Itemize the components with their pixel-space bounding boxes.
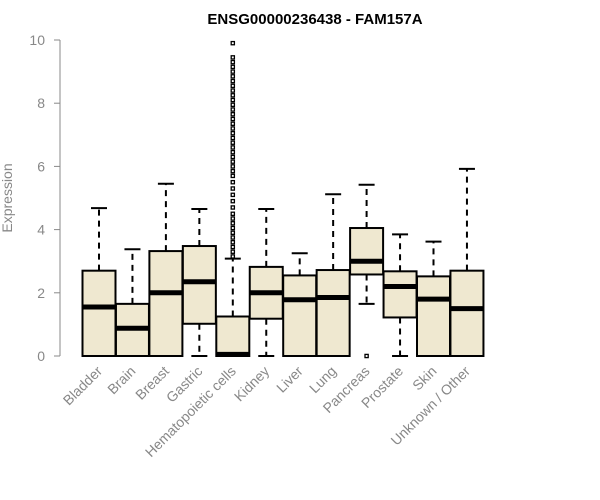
x-category-label: Bladder [60,363,106,409]
y-tick-label: 6 [37,158,45,174]
outlier-point [230,64,236,70]
outlier-point [230,254,236,259]
outlier-point [230,249,236,254]
outlier-point [230,221,236,226]
outlier-point [230,192,236,198]
outlier-point [230,74,236,79]
outlier-point [230,164,236,169]
outlier-point [230,239,236,245]
y-tick-label: 4 [37,222,45,238]
outlier-point [230,130,236,136]
box [148,250,184,357]
outlier-point [230,168,236,174]
box-group [349,183,385,359]
outlier-point [230,179,236,185]
outlier-point [230,112,236,117]
box [215,315,251,357]
x-category-label: Kidney [231,363,273,405]
box [416,275,451,358]
outlier-point [230,93,236,98]
box-group [181,208,217,357]
outlier-point [230,205,236,210]
y-axis-label: Expression [0,163,15,232]
outlier-point [230,186,236,191]
outlier-point [230,216,236,221]
y-tick-label: 0 [37,348,45,364]
outlier-point [230,159,236,164]
outlier-point [230,107,236,112]
outlier-point [230,40,236,46]
outlier-point [230,59,236,65]
outlier-point [230,154,236,160]
outlier-point [230,83,236,89]
outlier-point [230,126,236,131]
outlier-point [230,149,236,155]
outlier-point [230,198,236,204]
outlier-point [230,211,236,217]
outlier-point [230,102,236,108]
box-group [81,207,117,357]
box [181,245,217,325]
box-group [315,193,351,358]
box [349,227,385,276]
y-tick-label: 2 [37,285,45,301]
box-group [382,233,418,357]
box [382,270,418,319]
axes: 0 2 4 6 8 10 [29,32,61,364]
box-group [416,240,451,358]
outlier-point [230,97,236,103]
y-tick-label: 8 [37,95,45,111]
box-group [114,248,150,357]
outlier-point [230,244,236,250]
outlier-point [230,225,236,231]
chart-title: ENSG00000236438 - FAM157A [207,11,422,28]
box-group [282,252,318,358]
outlier-point [230,140,236,145]
box-group [148,182,184,357]
box [282,274,318,358]
outlier-point [364,353,369,359]
outlier-point [230,145,236,150]
box-group [248,208,284,357]
outlier-point [230,235,236,240]
box [315,269,351,358]
boxes [81,40,485,359]
outlier-point [230,173,236,179]
outlier-point [230,69,236,74]
box [81,269,117,357]
outlier-point [230,88,236,93]
outlier-point [230,135,236,141]
box-group [449,167,485,357]
outlier-point [230,121,236,126]
outlier-point [230,55,236,60]
outlier-point [230,230,236,236]
box [449,269,485,357]
box-group [215,40,251,357]
x-category-label: Liver [273,363,306,396]
outlier-point [230,78,236,84]
outlier-point [230,116,236,122]
y-tick-label: 10 [29,32,45,48]
